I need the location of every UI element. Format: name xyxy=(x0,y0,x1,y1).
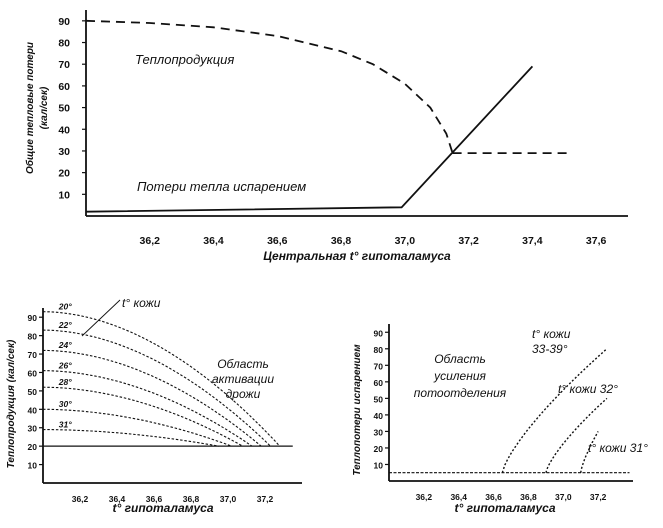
top-y-tick-label: 70 xyxy=(58,59,70,71)
br-x-tick-label: 36,6 xyxy=(485,492,502,502)
br-curve-label-31: t° кожи 31° xyxy=(588,441,648,455)
top-series-line-0 xyxy=(85,19,454,154)
bl-y-tick-label: 30 xyxy=(28,424,38,434)
bl-curve-label: 30° xyxy=(59,399,72,409)
top-x-tick-label: 36,6 xyxy=(267,235,288,247)
br-y-label: Теплопотери испарением xyxy=(352,344,363,476)
br-curve-label-32: t° кожи 32° xyxy=(558,382,618,396)
br-curve-label-33-39-line2: 33-39° xyxy=(532,342,568,356)
top-y-tick-label: 60 xyxy=(58,81,70,93)
br-y-tick-label: 90 xyxy=(374,328,384,338)
br-curve-1 xyxy=(545,397,608,473)
top-x-tick-label: 36,4 xyxy=(203,235,224,247)
bl-x-label: t° гипоталамуса xyxy=(112,501,213,515)
br-curve-label-33-39-line1: t° кожи xyxy=(532,327,571,341)
br-x-tick-label: 36,2 xyxy=(416,492,433,502)
top-y-tick-label: 90 xyxy=(58,16,70,28)
top-x-tick-label: 37,2 xyxy=(458,235,479,247)
bl-region-label-1: Область xyxy=(217,357,269,371)
bl-curve-label: 20° xyxy=(58,302,72,312)
top-x-tick-label: 37,6 xyxy=(586,235,607,247)
top-x-label: Центральная t° гипоталамуса xyxy=(263,249,451,263)
br-y-tick-label: 40 xyxy=(374,411,384,421)
br-curve-0 xyxy=(501,348,608,473)
bl-x-tick-label: 36,8 xyxy=(183,494,200,504)
br-y-tick-label: 30 xyxy=(374,427,384,437)
bl-x-tick-label: 36,2 xyxy=(72,494,89,504)
bl-curve-label: 24° xyxy=(58,340,72,350)
bl-y-tick-label: 80 xyxy=(28,332,38,342)
bl-region-label-3: дрожи xyxy=(226,387,261,401)
top-y-tick-label: 40 xyxy=(58,124,70,136)
bl-curve-label: 26° xyxy=(58,360,72,370)
br-y-tick-label: 50 xyxy=(374,394,384,404)
bl-y-tick-label: 20 xyxy=(28,442,38,452)
bl-curve-20 xyxy=(42,311,281,447)
br-y-tick-label: 80 xyxy=(374,345,384,355)
bl-y-tick-label: 60 xyxy=(28,368,38,378)
bl-y-tick-label: 70 xyxy=(28,350,38,360)
top-y-tick-label: 80 xyxy=(58,38,70,50)
bl-curve-label: 22° xyxy=(58,320,72,330)
bl-x-tick-label: 37,2 xyxy=(257,494,274,504)
br-x-tick-label: 37,0 xyxy=(555,492,572,502)
bl-curve-label: 31° xyxy=(59,419,72,429)
bl-skin-temp-title: t° кожи xyxy=(122,296,161,310)
top-x-tick-label: 36,8 xyxy=(331,235,352,247)
bl-x-tick-label: 36,4 xyxy=(109,494,126,504)
bl-curve-28 xyxy=(42,386,244,447)
top-x-tick-label: 37,0 xyxy=(395,235,416,247)
top-y-label-line2: (кал/сек) xyxy=(39,86,50,129)
br-x-tick-label: 37,2 xyxy=(590,492,607,502)
top-series-line-2 xyxy=(85,65,534,213)
bl-curve-label: 28° xyxy=(58,377,72,387)
br-x-tick-label: 36,8 xyxy=(520,492,537,502)
bl-y-tick-label: 50 xyxy=(28,387,38,397)
top-x-tick-label: 37,4 xyxy=(522,235,543,247)
bl-curve-31 xyxy=(43,429,219,447)
top-y-tick-label: 30 xyxy=(58,146,70,158)
br-y-tick-label: 60 xyxy=(374,378,384,388)
br-y-tick-label: 70 xyxy=(374,361,384,371)
bl-x-tick-label: 36,6 xyxy=(146,494,163,504)
top-y-tick-label: 10 xyxy=(58,189,70,201)
br-x-label: t° гипоталамуса xyxy=(454,501,555,515)
top-x-tick-label: 36,2 xyxy=(140,235,161,247)
top-series-label-evaporation: Потери тепла испарением xyxy=(137,179,306,194)
br-y-tick-label: 20 xyxy=(374,444,384,454)
bl-y-tick-label: 40 xyxy=(28,405,38,415)
bl-region-label-2: активации xyxy=(212,372,274,386)
top-series-label-heat-production: Теплопродукция xyxy=(135,52,234,67)
top-y-tick-label: 50 xyxy=(58,103,70,115)
bl-y-tick-label: 10 xyxy=(28,461,38,471)
bl-curve-30 xyxy=(43,408,232,447)
bl-y-tick-label: 90 xyxy=(28,313,38,323)
top-chart: 10 20 30 40 50 60 70 80 90 36,2 36,4 36,6 36,8 37,0 3… xyxy=(24,10,628,263)
br-x-tick-label: 36,4 xyxy=(450,492,467,502)
bl-curve-26 xyxy=(42,370,253,447)
br-region-label-2: усиления xyxy=(433,369,486,383)
bottom-left-chart: 10 20 30 40 50 60 70 80 90 36,2 36,4 36,6 36,8 37,0 3… xyxy=(6,296,302,515)
br-region-label-1: Область xyxy=(434,352,486,366)
bl-curve-24 xyxy=(42,349,262,447)
bl-x-tick-label: 37,0 xyxy=(220,494,237,504)
top-y-tick-label: 20 xyxy=(58,168,70,180)
bl-skin-temp-pointer xyxy=(81,299,121,337)
bottom-right-chart: 10 20 30 40 50 60 70 80 90 36,2 36,4 36,6 36,8 37,0 3… xyxy=(352,324,648,515)
bl-y-label: Теплопродукция (кал/сек) xyxy=(6,339,17,468)
br-y-tick-label: 10 xyxy=(374,460,384,470)
top-y-label-line1: Общие тепловые потери xyxy=(24,42,36,174)
br-region-label-3: потоотделения xyxy=(414,386,507,400)
